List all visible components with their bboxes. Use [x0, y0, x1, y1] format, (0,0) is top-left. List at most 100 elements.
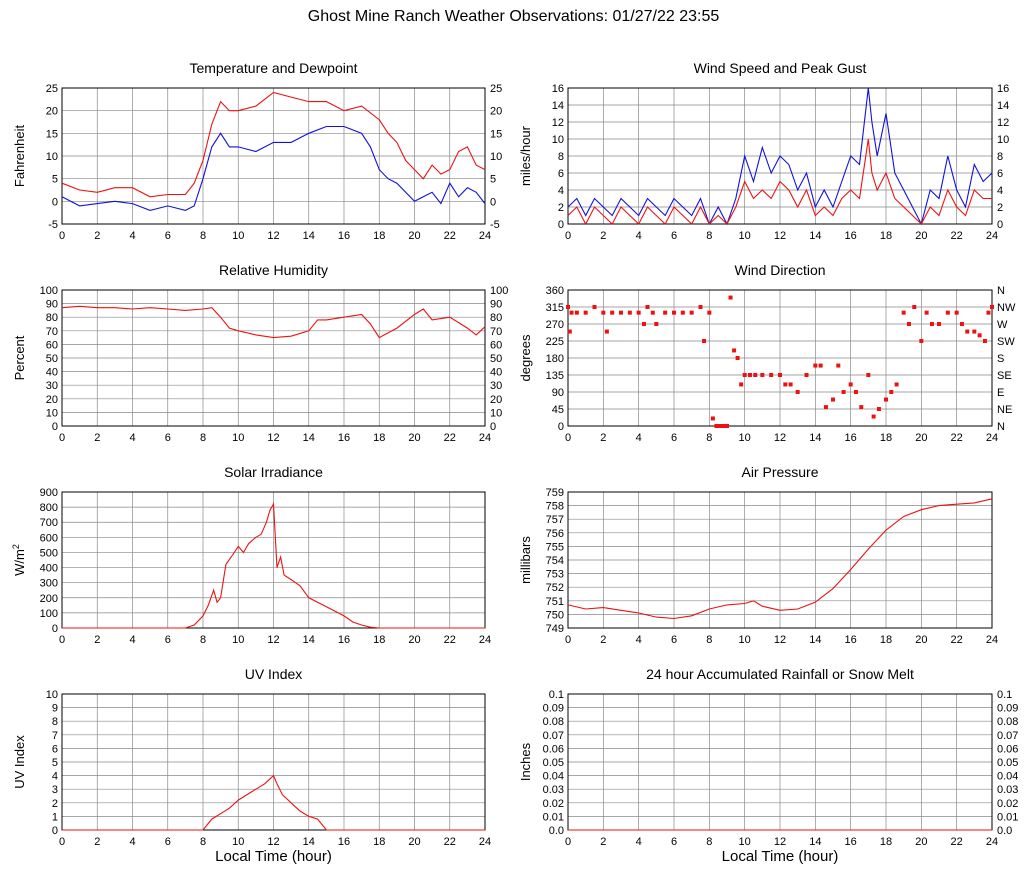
data-point: [831, 397, 835, 402]
x-tick-label: 4: [636, 432, 642, 444]
y-tick-label: 0: [558, 421, 564, 433]
y-tick-label: 2: [558, 202, 564, 214]
data-point: [788, 382, 793, 387]
x-tick-label: 10: [739, 432, 751, 444]
x-tick-label: 6: [671, 230, 677, 242]
x-tick-label: 22: [951, 230, 963, 242]
y-tick-label: 0.09: [543, 703, 564, 715]
y-right-tick-label: 0.07: [997, 730, 1018, 742]
y-tick-label: 0: [52, 421, 58, 433]
y-tick-label: 500: [40, 547, 58, 559]
y-right-tick-label: 70: [490, 326, 502, 338]
y-right-tick-label: -5: [490, 219, 500, 231]
data-point: [795, 390, 800, 394]
data-point: [912, 305, 917, 309]
data-point: [760, 373, 765, 377]
y-tick-label: 759: [546, 487, 564, 499]
x-tick-label: 6: [165, 634, 171, 646]
data-point: [725, 424, 729, 428]
x-tick-label: 4: [636, 836, 642, 848]
y-axis-label: Fahrenheit: [12, 125, 27, 188]
y-axis-label: degrees: [518, 334, 533, 381]
y-right-tick-label: 20: [490, 106, 502, 118]
data-point: [982, 339, 987, 343]
y-tick-label: 0.0: [549, 825, 564, 837]
x-tick-label: 12: [267, 634, 279, 646]
y-tick-label: 9: [52, 703, 58, 715]
y-tick-label: 5: [52, 757, 58, 769]
y-axis-label: UV Index: [12, 735, 27, 789]
y-tick-label: 900: [40, 487, 58, 499]
x-tick-label: 14: [303, 230, 315, 242]
y-tick-label: 90: [46, 299, 58, 311]
x-tick-label: 0: [565, 230, 571, 242]
data-point: [747, 373, 752, 377]
data-point: [945, 310, 950, 315]
y-tick-label: 30: [46, 380, 58, 392]
y-right-tick-label: S: [997, 353, 1004, 365]
y-right-tick-label: 16: [997, 83, 1009, 95]
data-point: [871, 414, 876, 419]
x-tick-label: 4: [636, 230, 642, 242]
x-tick-label: 22: [951, 836, 963, 848]
data-point: [813, 363, 818, 368]
chart-title: Solar Irradiance: [224, 464, 323, 480]
y-tick-label: 8: [558, 151, 564, 163]
y-right-tick-label: 50: [490, 353, 502, 365]
data-point: [965, 329, 970, 334]
data-point: [566, 305, 570, 309]
y-tick-label: 2: [52, 798, 58, 810]
x-tick-label: 12: [774, 836, 786, 848]
y-tick-label: 0: [52, 196, 58, 208]
x-tick-label: 16: [845, 634, 857, 646]
chart-svg: 0102030405060708090100010203040506070809…: [12, 285, 508, 444]
series-line-blue: [61, 125, 486, 211]
y-right-tick-label: 100: [490, 285, 508, 297]
data-point: [859, 405, 864, 410]
x-tick-label: 2: [600, 432, 606, 444]
y-tick-label: 3: [52, 784, 58, 796]
chart-panel-pressure: Air Pressure 749 750 751 752 753 754 755 756 757 7…: [510, 464, 1027, 646]
plot-frame: [61, 87, 486, 225]
x-tick-label: 16: [338, 230, 350, 242]
y-tick-label: 200: [40, 593, 58, 605]
data-point: [732, 348, 737, 353]
x-tick-label: 0: [59, 634, 65, 646]
x-tick-label: 10: [739, 230, 751, 242]
plot-frame: [567, 491, 993, 629]
y-axis-label: millibars: [518, 536, 533, 584]
x-tick-label: 18: [880, 634, 892, 646]
y-tick-label: 60: [46, 339, 58, 351]
y-tick-label: 40: [46, 367, 58, 379]
y-right-tick-label: 0: [997, 219, 1003, 231]
x-tick-label: 2: [600, 230, 606, 242]
data-point: [735, 356, 740, 360]
y-tick-label: 20: [46, 394, 58, 406]
y-right-tick-label: N: [997, 421, 1005, 433]
data-point: [742, 373, 747, 377]
data-point: [836, 363, 841, 368]
x-tick-label: 2: [94, 230, 100, 242]
x-tick-label: 0: [565, 836, 571, 848]
data-point: [876, 407, 881, 411]
x-tick-label: 4: [129, 432, 135, 444]
x-tick-label: 4: [636, 634, 642, 646]
y-tick-label: 755: [546, 541, 564, 553]
y-tick-label: 6: [52, 743, 58, 755]
y-tick-label: 0.1: [549, 689, 564, 701]
x-tick-label: 12: [267, 432, 279, 444]
data-point: [663, 310, 668, 315]
y-tick-label: 10: [46, 151, 58, 163]
data-point: [717, 424, 722, 428]
data-point: [689, 310, 694, 315]
x-tick-label: 14: [303, 836, 315, 848]
chart-panel-wind_speed: Wind Speed and Peak Gust 0 2 4 6 8 10 12 14 16 0 2 4…: [510, 60, 1027, 242]
x-tick-label: 20: [915, 432, 927, 444]
y-right-tick-label: 8: [997, 151, 1003, 163]
page-title: Ghost Mine Ranch Weather Observations: 0…: [307, 8, 720, 25]
y-right-tick-label: 15: [490, 128, 502, 140]
data-point: [610, 310, 615, 315]
x-tick-label: 22: [444, 432, 456, 444]
